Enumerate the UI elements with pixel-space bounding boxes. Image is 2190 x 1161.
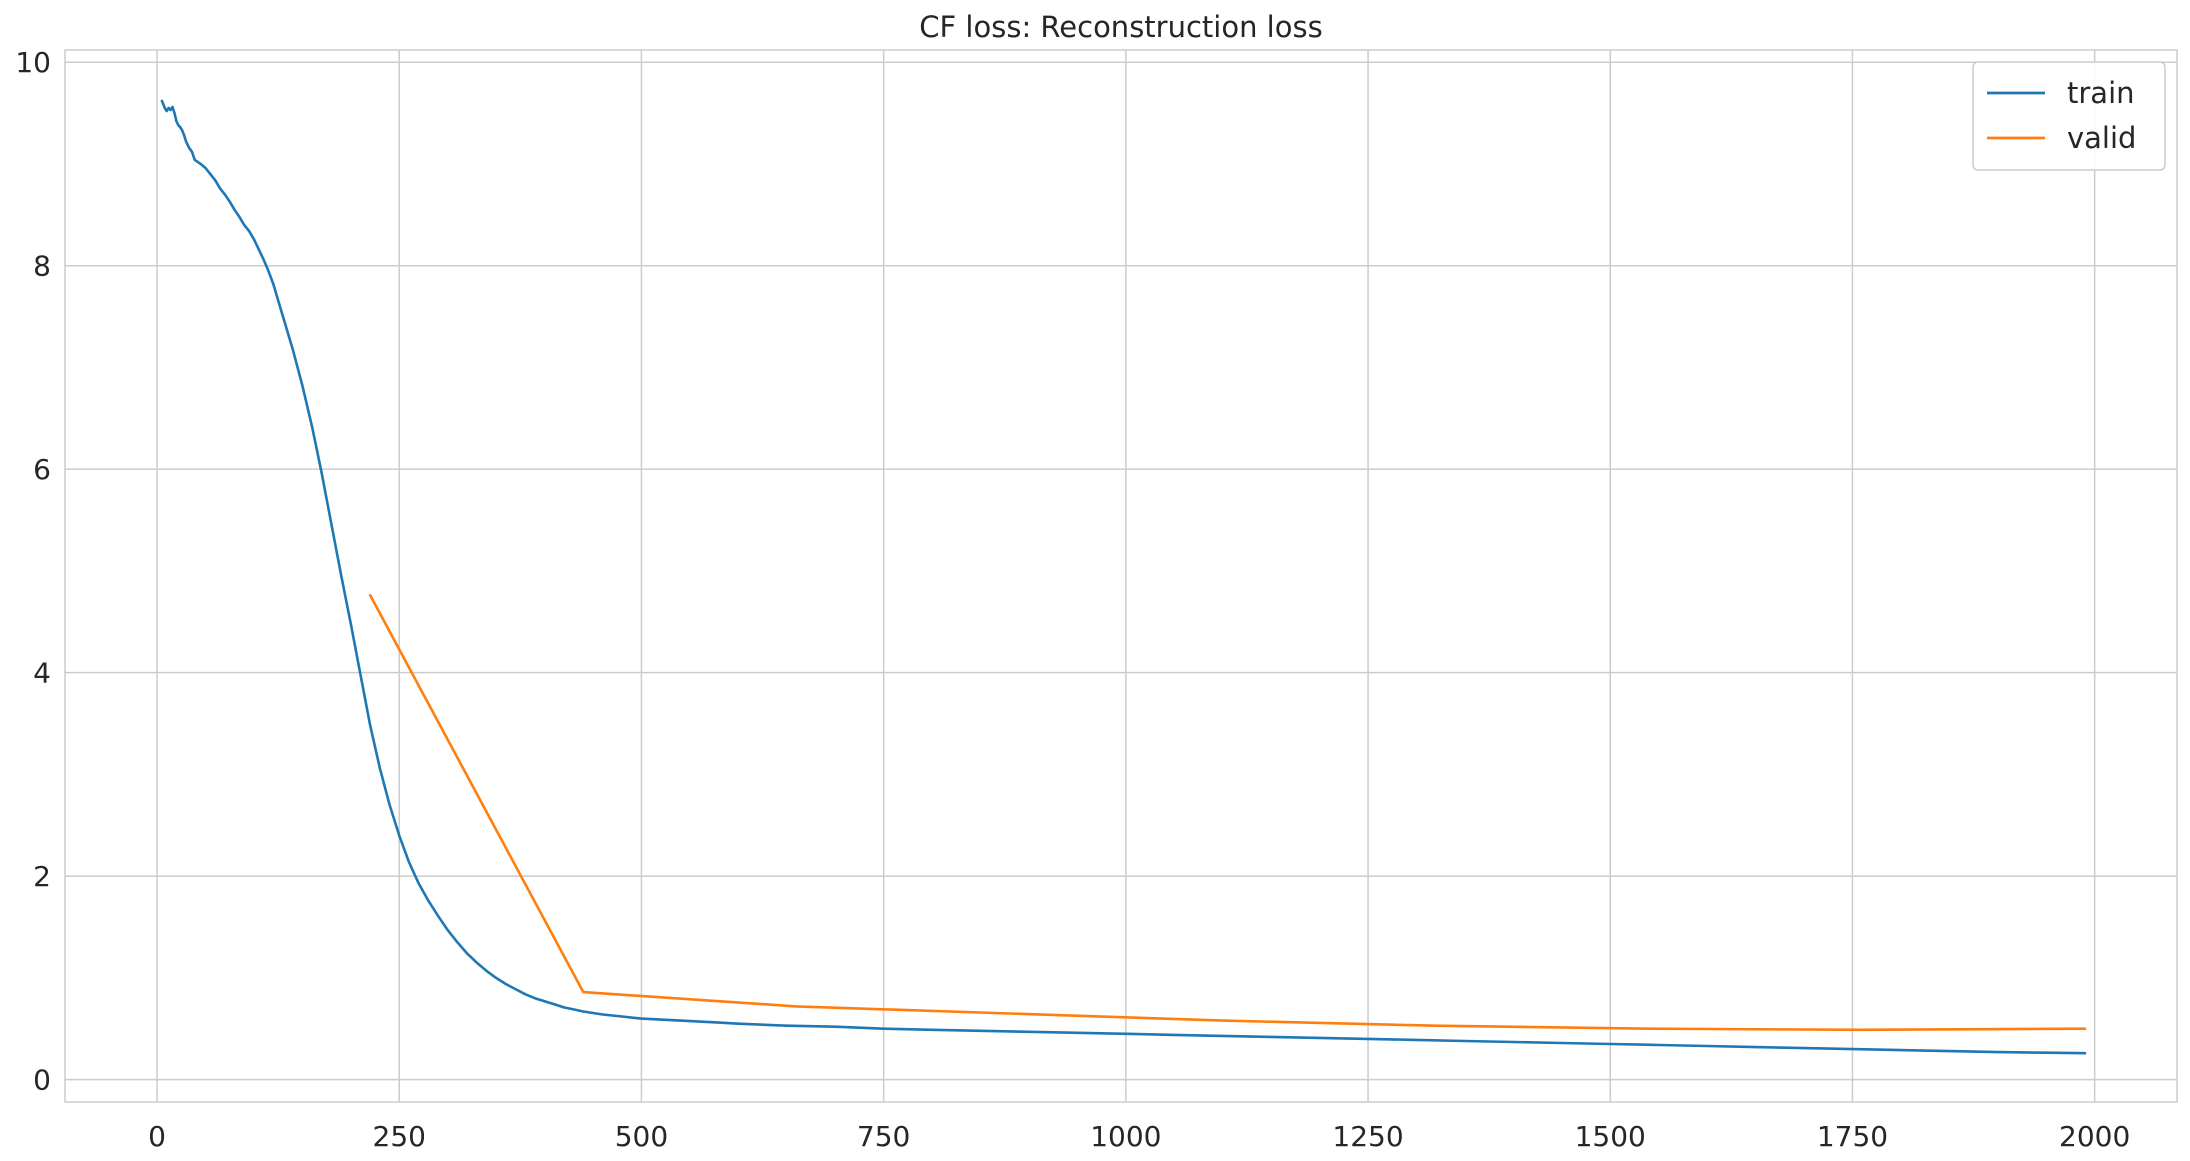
x-tick-label: 0	[148, 1120, 166, 1153]
legend-label-train: train	[2067, 76, 2135, 110]
grid-layer	[65, 50, 2177, 1102]
x-tick-label: 2000	[2059, 1120, 2130, 1153]
x-tick-label: 250	[373, 1120, 426, 1153]
y-tick-label: 0	[33, 1064, 51, 1097]
x-tick-label: 1000	[1090, 1120, 1161, 1153]
chart-title: CF loss: Reconstruction loss	[919, 10, 1322, 44]
x-tick-label: 1750	[1817, 1120, 1888, 1153]
x-tick-label: 1500	[1575, 1120, 1646, 1153]
x-tick-label: 1250	[1332, 1120, 1403, 1153]
series-line-valid	[368, 593, 2087, 1032]
y-tick-label: 6	[33, 453, 51, 486]
x-tick-label: 750	[857, 1120, 910, 1153]
plot-frame	[64, 49, 2178, 1103]
series-layer	[160, 99, 2087, 1055]
y-tick-label: 4	[33, 657, 51, 690]
x-tick-label: 500	[615, 1120, 668, 1153]
y-tick-label: 10	[15, 46, 51, 79]
y-tick-label: 8	[33, 250, 51, 283]
series-line-train	[160, 99, 2087, 1055]
legend: train valid	[1972, 61, 2166, 171]
legend-box	[1972, 61, 2166, 171]
y-tick-label: 2	[33, 860, 51, 893]
tick-labels: 0 250 500 750 1000 1250 1500 1750 2000 0 2 4 6 8 10	[15, 46, 2130, 1153]
legend-label-valid: valid	[2067, 121, 2136, 155]
